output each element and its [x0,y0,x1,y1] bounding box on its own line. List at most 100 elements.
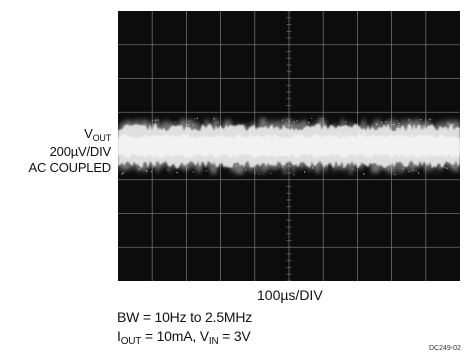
noise-speckle [202,154,204,157]
noise-speckle [446,157,448,159]
noise-speckle [396,134,398,136]
noise-speckle [453,136,455,138]
noise-speckle [187,139,190,142]
noise-speckle [157,119,159,121]
noise-speckle [238,158,240,160]
noise-speckle [363,173,365,175]
noise-speckle [415,147,417,149]
noise-speckle [430,125,432,127]
noise-speckle [354,143,356,145]
noise-speckle [321,134,323,136]
noise-speckle [266,161,268,163]
noise-speckle [429,143,431,145]
noise-speckle [435,160,437,162]
noise-speckle [288,120,290,122]
noise-speckle [387,150,389,152]
noise-speckle [386,128,388,130]
noise-speckle [453,138,455,140]
noise-speckle [282,166,284,168]
noise-speckle [128,151,130,153]
noise-speckle [227,156,230,158]
current-voltage-condition: IOUT = 10mA, VIN = 3V [117,328,251,347]
noise-speckle [204,145,206,147]
noise-speckle [374,160,376,162]
noise-speckle [402,167,405,169]
noise-speckle [152,120,154,122]
noise-speckle [376,164,378,166]
noise-speckle [381,143,383,145]
noise-speckle [345,121,347,123]
noise-speckle [332,162,334,164]
noise-speckle [323,127,325,129]
noise-speckle [357,157,359,160]
noise-speckle [226,144,228,146]
noise-speckle [292,134,294,136]
noise-speckle [296,120,298,122]
noise-speckle [304,171,306,173]
noise-speckle [452,123,454,126]
noise-speckle [301,156,303,158]
noise-speckle [448,139,450,141]
noise-speckle [251,157,253,159]
noise-speckle [409,128,411,130]
noise-speckle [278,161,280,163]
noise-speckle [330,132,333,134]
noise-speckle [248,128,250,130]
noise-speckle [311,157,313,159]
noise-speckle [187,124,189,126]
noise-speckle [423,139,425,141]
noise-speckle [392,124,395,126]
noise-speckle [308,132,310,134]
noise-trace [118,117,460,176]
noise-speckle [186,133,188,135]
noise-speckle [262,136,264,138]
noise-speckle [315,139,317,142]
noise-speckle [253,139,255,141]
noise-speckle [235,165,237,167]
noise-speckle [372,154,374,156]
noise-speckle [302,157,304,159]
noise-speckle [329,159,332,161]
noise-speckle [219,137,221,139]
noise-speckle [338,132,340,134]
noise-speckle [172,130,174,132]
noise-speckle [375,123,378,125]
noise-speckle [268,163,270,165]
noise-speckle [354,170,356,172]
noise-speckle [159,159,161,161]
noise-speckle [259,145,261,147]
noise-speckle [134,159,136,161]
noise-speckle [415,170,417,172]
noise-speckle [352,168,354,170]
noise-speckle [273,145,275,147]
noise-speckle [326,165,328,167]
noise-speckle [418,125,420,127]
noise-speckle [337,164,339,166]
noise-speckle [452,165,454,167]
noise-speckle [337,133,339,135]
noise-speckle [413,138,415,140]
noise-speckle [154,150,156,152]
noise-speckle [398,131,400,133]
noise-speckle [420,119,422,121]
noise-speckle [172,159,174,161]
noise-speckle [138,168,140,170]
noise-speckle [192,124,194,126]
noise-speckle [259,145,261,147]
noise-speckle [230,127,232,129]
noise-speckle [405,156,407,158]
y-axis-signal-label: VOUT [84,126,111,143]
noise-speckle [264,140,266,142]
noise-speckle [237,135,239,137]
noise-speckle [190,157,192,159]
noise-speckle [217,122,219,124]
noise-speckle [408,119,410,121]
noise-speckle [410,126,412,128]
noise-speckle [357,166,359,168]
noise-speckle [148,130,150,132]
noise-speckle [298,143,300,145]
noise-speckle [321,118,323,120]
noise-speckle [258,173,260,175]
noise-speckle [394,142,396,144]
noise-speckle [337,162,339,164]
